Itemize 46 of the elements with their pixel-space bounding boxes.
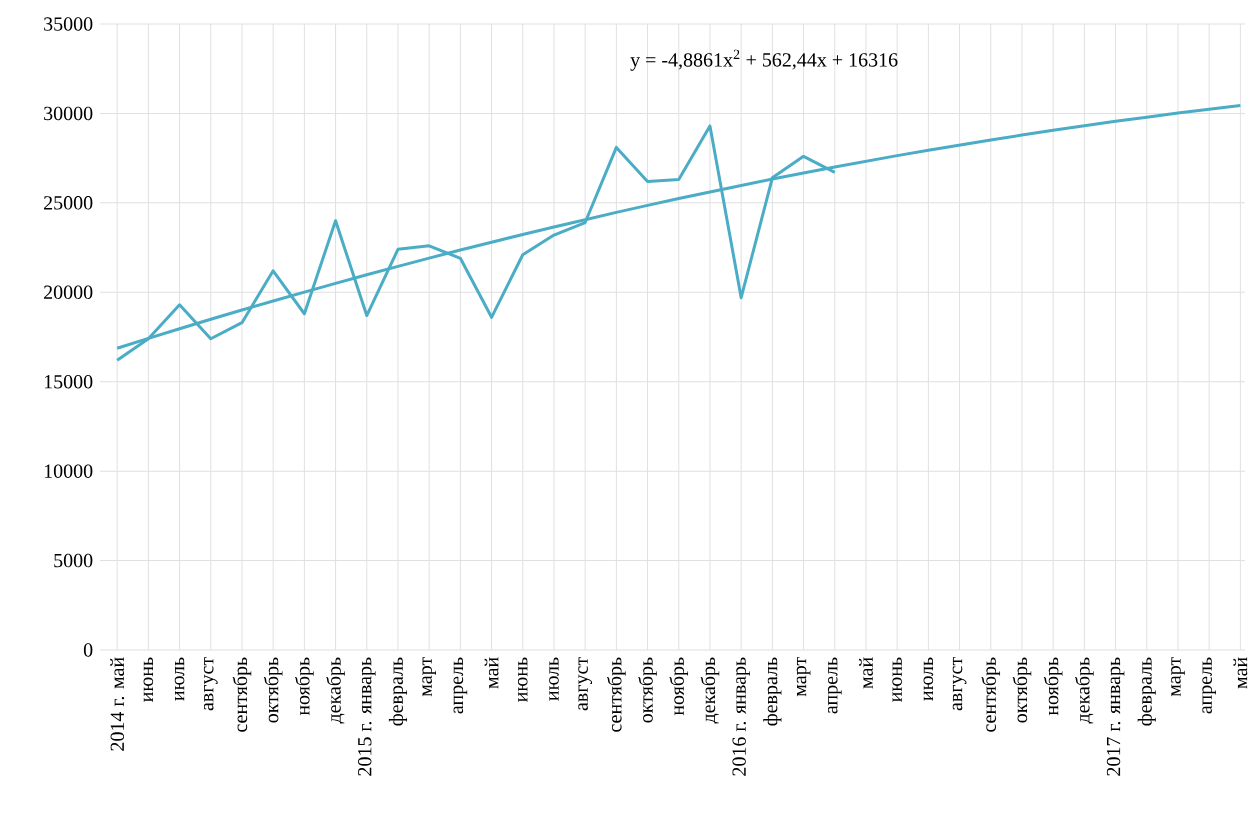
y-tick-label: 0 — [83, 643, 93, 657]
x-tick-label: 2017 г. январь — [1106, 657, 1125, 776]
x-tick-label: 2016 г. январь — [732, 657, 750, 776]
x-tick-label: апрель — [453, 657, 468, 714]
x-tick-label: сентябрь — [232, 657, 252, 732]
x-tick-label: 2014 г. май — [110, 657, 125, 751]
x-tick-label: октябрь — [638, 657, 657, 723]
x-tick-label: октябрь — [263, 657, 283, 723]
y-tick-label: 25000 — [44, 196, 93, 210]
x-tick-label: май — [1233, 657, 1248, 689]
y-tick-label: 10000 — [44, 464, 93, 478]
x-tick-label: август — [578, 657, 593, 711]
x-tick-label: ноябрь — [1043, 657, 1063, 716]
y-tick-label: 15000 — [44, 374, 93, 389]
x-tick-label: август — [203, 657, 218, 711]
x-tick-label: ноябрь — [669, 657, 689, 716]
x-tick-label: июнь — [143, 657, 154, 702]
x-tick-label: сентябрь — [607, 657, 626, 732]
x-tick-label: июль — [549, 657, 559, 701]
x-tick-label: апрель — [1202, 657, 1216, 714]
x-tick-label: февраль — [763, 657, 782, 726]
annotation: y = -4,8861x$^{2}$ + 562,44x + 16316 — [630, 49, 898, 71]
x-tick-label: 2015 г. январь — [357, 657, 376, 776]
x-tick-label: май — [484, 657, 499, 689]
x-tick-label: июль — [923, 657, 934, 701]
x-tick-label: октябрь — [1012, 657, 1032, 723]
y-tick-label: 35000 — [44, 17, 93, 31]
x-tick-label: декабрь — [1075, 657, 1094, 724]
x-tick-label: июль — [174, 657, 185, 701]
x-tick-label: март — [1171, 657, 1185, 697]
x-tick-label: март — [796, 657, 811, 697]
x-tick-label: март — [422, 657, 436, 697]
y-tick-label: 30000 — [44, 106, 93, 121]
x-tick-label: май — [859, 657, 873, 689]
y-tick-label: 5000 — [54, 553, 93, 568]
x-tick-label: июнь — [892, 657, 902, 702]
y-tick-label: 20000 — [44, 285, 93, 300]
x-tick-label: апрель — [827, 657, 842, 714]
x-tick-label: декабрь — [326, 657, 345, 724]
x-tick-label: июнь — [517, 657, 528, 702]
x-tick-label: декабрь — [700, 657, 720, 724]
x-tick-label: август — [952, 657, 967, 711]
x-tick-label: февраль — [388, 657, 408, 726]
x-tick-label: сентябрь — [981, 657, 1001, 732]
x-tick-label: февраль — [1137, 657, 1156, 726]
x-tick-label: ноябрь — [295, 657, 314, 716]
